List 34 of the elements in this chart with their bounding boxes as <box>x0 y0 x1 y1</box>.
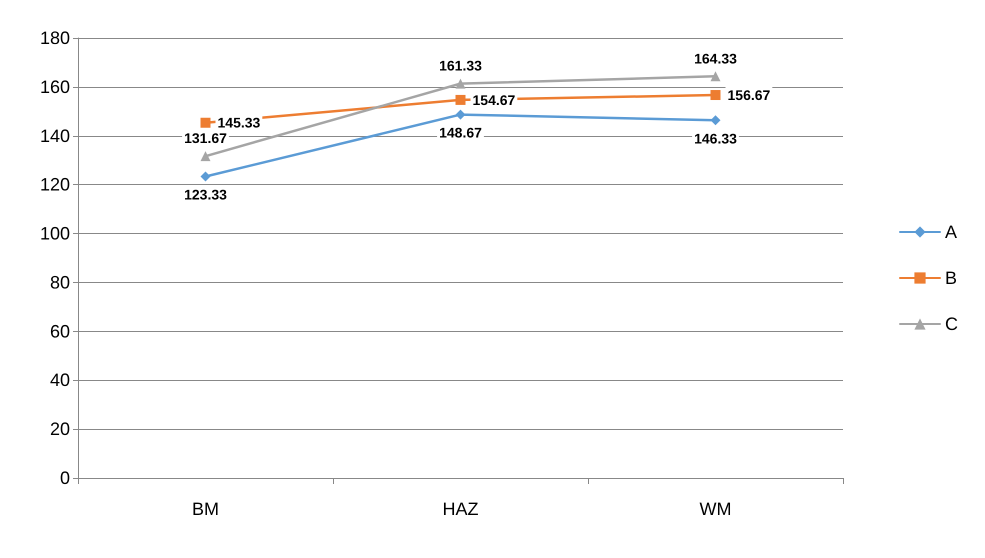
legend-label: B <box>945 268 958 288</box>
point <box>200 151 210 162</box>
data-label: 156.67 <box>728 87 771 104</box>
x-tick-label: HAZ <box>442 499 479 519</box>
data-label: 123.33 <box>184 186 228 203</box>
y-tick-label: 60 <box>50 321 70 342</box>
data-label: 131.67 <box>184 130 228 146</box>
legend-label: C <box>945 314 958 334</box>
y-tick-label: 140 <box>40 126 70 146</box>
data-label: 145.33 <box>218 114 261 131</box>
data-label: 161.33 <box>439 58 482 74</box>
point <box>710 71 720 82</box>
y-tick-label: 40 <box>50 370 70 390</box>
y-tick-label: 120 <box>40 174 70 195</box>
legend-label: A <box>945 222 958 242</box>
point <box>456 94 466 105</box>
y-tick-label: 160 <box>40 76 70 97</box>
point <box>710 90 720 100</box>
point <box>200 172 210 182</box>
point <box>456 110 466 120</box>
x-tick-label: WM <box>700 499 732 519</box>
point <box>710 115 720 126</box>
y-tick-label: 20 <box>50 419 70 440</box>
point <box>456 78 466 89</box>
y-tick-label: 100 <box>40 224 70 244</box>
data-label: 146.33 <box>694 130 738 146</box>
y-tick-label: 80 <box>50 272 70 292</box>
y-tick-label: 0 <box>60 468 70 488</box>
point <box>200 118 210 128</box>
data-label: 164.33 <box>694 50 738 66</box>
x-tick-label: BM <box>192 499 219 519</box>
data-label: 148.67 <box>439 124 482 141</box>
data-label: 154.67 <box>472 92 516 108</box>
y-tick-label: 180 <box>40 28 70 48</box>
